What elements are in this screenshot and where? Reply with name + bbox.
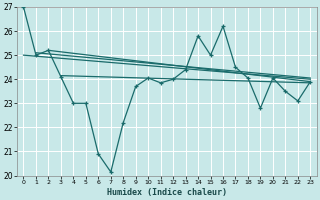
X-axis label: Humidex (Indice chaleur): Humidex (Indice chaleur) xyxy=(107,188,227,197)
